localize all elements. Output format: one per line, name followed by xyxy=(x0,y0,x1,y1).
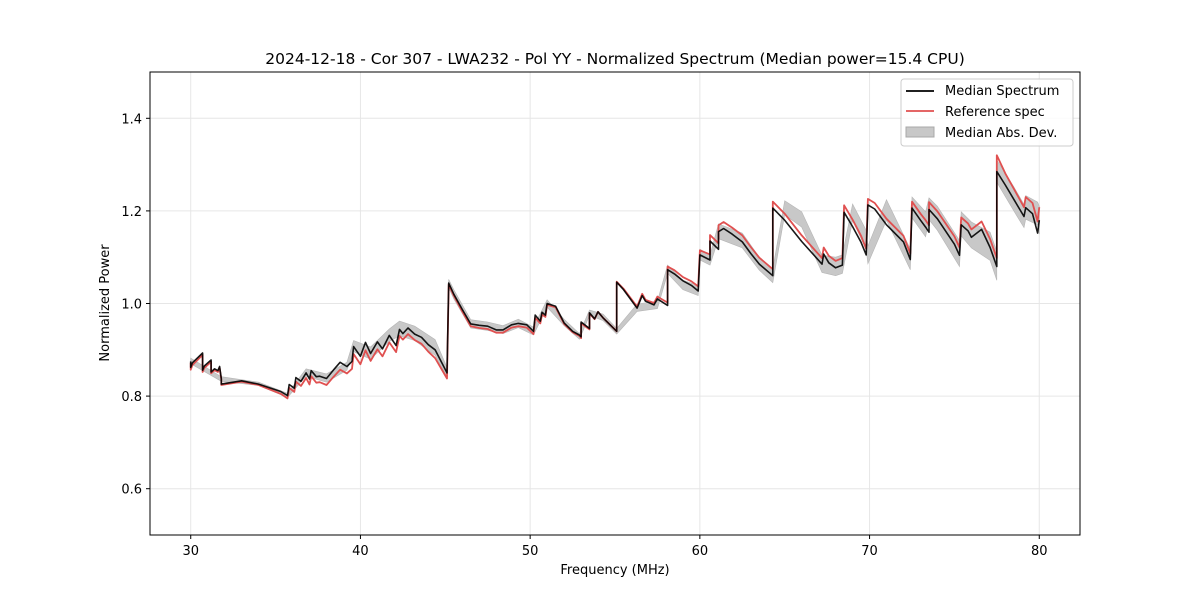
y-tick-label: 1.4 xyxy=(121,112,142,127)
chart-title: 2024-12-18 - Cor 307 - LWA232 - Pol YY -… xyxy=(265,50,965,68)
median-spectrum-line xyxy=(189,170,1041,397)
x-tick-label: 30 xyxy=(182,544,199,559)
mad-band xyxy=(190,158,1040,398)
legend-reference-label: Reference spec xyxy=(945,105,1045,120)
y-axis-label: Normalized Power xyxy=(98,244,113,362)
y-tick-label: 1.2 xyxy=(121,205,142,220)
y-axis-ticks: 0.6 0.8 1.0 1.2 1.4 xyxy=(121,112,150,498)
x-tick-label: 60 xyxy=(692,544,709,559)
legend-median-label: Median Spectrum xyxy=(945,84,1059,99)
x-axis-ticks: 30 40 50 60 70 80 xyxy=(182,535,1048,559)
x-tick-label: 40 xyxy=(352,544,369,559)
x-axis-label: Frequency (MHz) xyxy=(560,563,669,578)
median-series-layer xyxy=(189,170,1041,397)
legend-mad-label: Median Abs. Dev. xyxy=(945,126,1057,141)
mad-band-layer xyxy=(190,158,1040,398)
legend: Median Spectrum Reference spec Median Ab… xyxy=(900,78,1074,147)
legend-mad-swatch xyxy=(905,126,935,138)
x-tick-label: 80 xyxy=(1031,544,1048,559)
legend-box xyxy=(900,78,1074,147)
x-tick-label: 50 xyxy=(522,544,539,559)
y-tick-label: 0.8 xyxy=(121,390,142,405)
y-tick-label: 1.0 xyxy=(121,298,142,313)
x-tick-label: 70 xyxy=(861,544,878,559)
y-tick-label: 0.6 xyxy=(121,483,142,498)
